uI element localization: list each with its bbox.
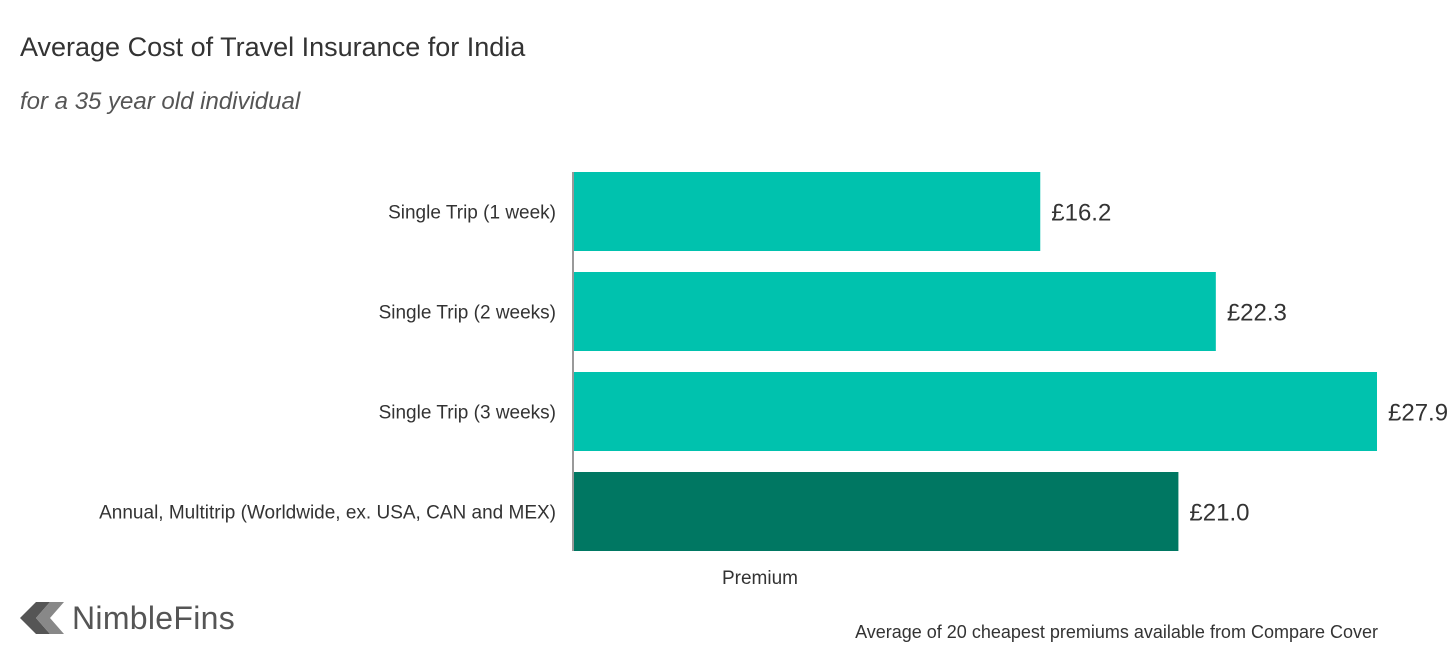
category-label-4: Annual, Multitrip (Worldwide, ex. USA, C… (99, 503, 556, 524)
bar-3 (574, 372, 1377, 451)
bar-2 (574, 272, 1216, 351)
bars-group: Single Trip (1 week) £16.2 Single Trip (2 … (99, 172, 1448, 551)
category-label-2: Single Trip (2 weeks) (379, 303, 556, 324)
logo-text: NimbleFins (72, 599, 236, 636)
value-label-4: £21.0 (1189, 500, 1249, 527)
bar-1 (574, 172, 1041, 251)
value-label-3: £27.9 (1388, 400, 1448, 427)
x-axis-title: Premium (722, 568, 798, 589)
value-label-1: £16.2 (1051, 200, 1111, 227)
category-label-1: Single Trip (1 week) (388, 203, 556, 224)
source-note: Average of 20 cheapest premiums availabl… (855, 622, 1378, 642)
category-label-3: Single Trip (3 weeks) (379, 403, 556, 424)
nimblefins-logo-icon (20, 602, 64, 634)
nimblefins-logo: NimbleFins (20, 598, 235, 638)
bar-4 (574, 472, 1179, 551)
value-label-2: £22.3 (1227, 300, 1287, 327)
chart-title: Average Cost of Travel Insurance for Ind… (20, 32, 526, 62)
chart-subtitle: for a 35 year old individual (20, 88, 301, 115)
